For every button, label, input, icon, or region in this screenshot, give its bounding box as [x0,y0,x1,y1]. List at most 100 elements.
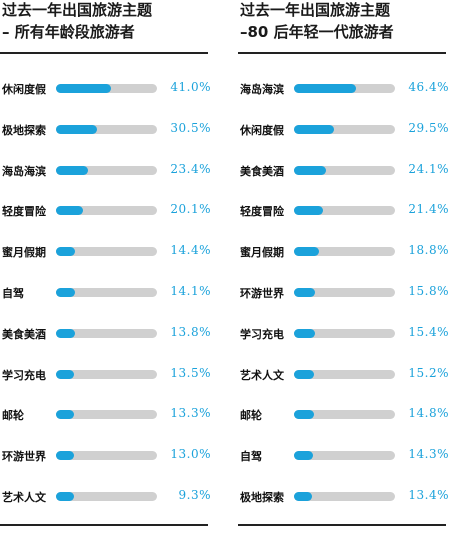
bar-track [294,206,395,216]
value-label: 41.0% [170,80,211,94]
value-label: 24.1% [408,161,449,176]
category-label: 蜜月假期 [2,246,46,260]
bar-fill [56,84,112,93]
bar-row: 自驾 14.1% [0,283,215,303]
category-label: 环游世界 [240,287,284,300]
bar-track [294,165,395,175]
category-label: 自驾 [2,287,24,300]
bar-track [56,84,157,93]
category-label: 休闲度假 [2,83,46,96]
bar-row: 艺术人文 15.2% [238,365,453,385]
bar-row: 环游世界 13.0% [0,446,215,466]
category-label: 轻度冒险 [240,205,284,219]
bar-row: 极地探索 30.5% [0,120,215,140]
bar-fill [56,328,75,338]
value-label: 13.0% [170,447,211,462]
bar-fill [294,328,315,338]
chart-title: 过去一年出国旅游主题 [2,1,153,19]
category-label: 美食美酒 [240,164,284,178]
value-label: 13.3% [170,406,211,421]
bar-fill [56,451,74,461]
bar-fill [56,206,84,216]
value-label: 15.8% [408,284,449,298]
bar-fill [294,369,315,379]
bar-track [56,288,157,297]
bar-fill [294,492,313,501]
value-label: 13.4% [408,488,449,502]
bar-row: 美食美酒 24.1% [238,161,453,181]
bar-row: 休闲度假 29.5% [238,120,453,140]
bar-row: 蜜月假期 14.4% [0,242,215,262]
bar-row: 邮轮 13.3% [0,405,215,425]
category-label: 美食美酒 [2,327,46,341]
bottom-divider [238,524,446,526]
bar-fill [294,247,320,257]
bar-row: 极地探索 13.4% [238,487,453,507]
bar-fill [56,492,74,501]
chart-title: 过去一年出国旅游主题 [240,1,391,19]
bar-track [294,369,395,379]
bar-row: 休闲度假 41.0% [0,79,215,99]
bar-track [56,410,157,420]
bar-track [294,410,395,420]
value-label: 14.8% [408,406,449,421]
bar-track [294,247,395,257]
bar-fill [294,84,357,93]
bar-row: 海岛海滨 23.4% [0,161,215,181]
value-label: 30.5% [170,120,211,135]
bar-track [294,492,395,501]
value-label: 13.5% [170,365,211,380]
value-label: 18.8% [408,243,449,258]
bar-track [294,288,395,297]
bar-row: 蜜月假期 18.8% [238,242,453,262]
top-divider [238,52,446,54]
bar-track [56,247,157,257]
bar-fill [56,124,98,134]
category-label: 蜜月假期 [240,246,284,260]
bar-fill [56,165,88,175]
bar-track [56,369,157,379]
category-label: 艺术人文 [2,491,46,504]
category-label: 邮轮 [2,409,24,423]
bar-row: 艺术人文 9.3% [0,487,215,507]
category-label: 环游世界 [2,450,46,464]
category-label: 极地探索 [2,123,46,137]
category-label: 海岛海滨 [2,164,46,178]
bar-track [294,84,395,93]
bar-track [56,206,157,216]
value-label: 15.4% [408,324,449,339]
category-label: 海岛海滨 [240,83,284,96]
bar-fill [294,165,327,175]
bar-row: 美食美酒 13.8% [0,324,215,344]
value-label: 15.2% [408,365,449,380]
value-label: 20.1% [170,202,211,217]
value-label: 14.3% [408,447,449,462]
value-label: 14.4% [170,243,211,258]
top-divider [0,52,208,54]
bar-row: 海岛海滨 46.4% [238,79,453,99]
chart-subtitle: –80 后年轻一代旅游者 [240,23,394,41]
bar-row: 轻度冒险 21.4% [238,201,453,221]
bar-track [56,492,157,501]
bar-row: 学习充电 15.4% [238,324,453,344]
bar-fill [294,451,314,461]
bar-fill [56,369,75,379]
bar-track [294,124,395,134]
value-label: 21.4% [408,202,449,217]
category-label: 轻度冒险 [2,205,46,219]
bar-fill [56,288,75,297]
bar-row: 轻度冒险 20.1% [0,201,215,221]
category-label: 学习充电 [2,368,46,382]
value-label: 13.8% [170,324,211,339]
bar-track [294,328,395,338]
bar-track [294,451,395,461]
category-label: 极地探索 [240,491,284,504]
value-label: 23.4% [170,161,211,176]
category-label: 休闲度假 [240,123,284,137]
value-label: 14.1% [170,284,211,298]
bar-row: 邮轮 14.8% [238,405,453,425]
chart-panel-post-80s: 过去一年出国旅游主题 –80 后年轻一代旅游者 海岛海滨 46.4% 休闲度假 29.… [238,0,453,533]
category-label: 艺术人文 [240,368,284,382]
bar-row: 环游世界 15.8% [238,283,453,303]
category-label: 学习充电 [240,327,284,341]
